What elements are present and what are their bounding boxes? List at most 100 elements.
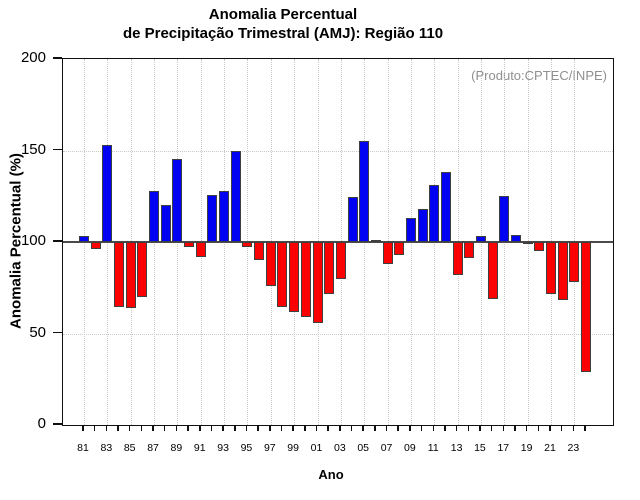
x-tick-05: [362, 425, 364, 431]
x-tick-09: [409, 425, 411, 431]
x-tick-03: [339, 425, 341, 431]
x-tick-92: [210, 425, 213, 431]
y-tick-label-0: 0: [37, 415, 46, 432]
chart-title-line2: de Precipitação Trimestral (AMJ): Região…: [122, 25, 444, 42]
x-tick-label-95: 95: [240, 442, 253, 454]
x-tick-label-97: 97: [263, 442, 276, 454]
bar-22: [557, 242, 568, 300]
y-tick-200: [53, 57, 62, 59]
x-tick-00: [304, 425, 306, 431]
x-tick-label-17: 17: [497, 442, 510, 454]
x-tick-label-07: 07: [380, 442, 393, 454]
bar-86: [137, 242, 148, 297]
y-tick-label-150: 150: [20, 140, 46, 158]
bar-20: [534, 242, 545, 252]
chart-title: Anomalia Percentual de Precipitação Trim…: [0, 5, 566, 43]
x-tick-86: [140, 425, 143, 431]
bar-13: [452, 242, 463, 275]
x-tick-81: [82, 425, 84, 431]
x-tick-label-03: 03: [334, 442, 346, 454]
bar-16: [487, 242, 498, 299]
bar-19: [522, 242, 533, 244]
x-tick-88: [163, 425, 166, 431]
x-tick-95: [245, 425, 248, 431]
x-tick-84: [117, 425, 119, 431]
x-tick-15: [479, 425, 481, 431]
chart-title-line1: Anomalia Percentual: [208, 6, 358, 23]
bar-08: [394, 242, 405, 255]
x-tick-91: [199, 425, 201, 431]
x-tick-label-99: 99: [287, 442, 299, 454]
x-tick-99: [292, 425, 294, 431]
bar-88: [160, 205, 171, 242]
bar-24: [581, 242, 592, 372]
bar-15: [475, 235, 486, 242]
bar-97: [265, 242, 276, 286]
x-tick-21: [549, 425, 551, 431]
h-gridline-50: [63, 333, 613, 335]
x-tick-label-15: 15: [474, 442, 486, 454]
bar-01: [312, 242, 323, 323]
bar-82: [90, 242, 101, 250]
bar-85: [125, 242, 136, 308]
x-tick-label-19: 19: [520, 442, 533, 454]
bar-11: [429, 185, 440, 242]
x-tick-label-01: 01: [310, 442, 323, 454]
x-tick-87: [152, 425, 154, 431]
x-tick-02: [327, 425, 329, 431]
bar-87: [149, 190, 160, 242]
bar-90: [184, 242, 195, 247]
y-tick-label-50: 50: [29, 323, 46, 341]
x-tick-93: [222, 425, 224, 431]
bar-09: [405, 218, 416, 242]
bar-96: [254, 242, 265, 261]
h-gridline-150: [63, 150, 613, 152]
x-tick-06: [374, 425, 376, 431]
x-tick-label-81: 81: [77, 442, 89, 454]
x-tick-16: [490, 425, 493, 431]
y-tick-150: [53, 148, 62, 151]
x-tick-label-83: 83: [100, 442, 113, 454]
x-tick-04: [350, 425, 353, 431]
x-tick-98: [280, 425, 283, 431]
bar-12: [440, 171, 451, 242]
x-tick-10: [420, 425, 423, 431]
x-tick-label-85: 85: [123, 442, 136, 454]
x-tick-19: [525, 425, 528, 431]
bar-21: [546, 242, 556, 295]
y-tick-label-200: 200: [20, 49, 46, 66]
bar-95: [242, 242, 253, 248]
x-tick-label-91: 91: [193, 442, 206, 454]
x-tick-08: [397, 425, 399, 431]
bar-06: [370, 240, 381, 243]
bar-07: [382, 242, 393, 264]
x-tick-label-89: 89: [170, 442, 183, 454]
y-tick-0: [53, 423, 62, 425]
bar-18: [510, 234, 521, 242]
bar-99: [289, 242, 300, 312]
x-axis-label: Ano: [318, 467, 344, 482]
x-tick-24: [584, 425, 586, 431]
x-tick-label-87: 87: [147, 442, 159, 454]
x-tick-label-11: 11: [427, 442, 439, 454]
x-tick-label-93: 93: [217, 442, 229, 454]
x-tick-94: [234, 425, 236, 431]
x-tick-18: [514, 425, 516, 431]
bar-03: [335, 242, 346, 279]
bar-14: [464, 242, 475, 259]
bar-89: [172, 158, 183, 242]
y-tick-50: [53, 331, 62, 334]
x-tick-90: [187, 425, 189, 431]
x-tick-97: [269, 425, 271, 431]
bar-93: [219, 190, 230, 242]
bar-05: [359, 141, 370, 242]
bar-02: [324, 242, 335, 295]
y-tick-label-100: 100: [20, 232, 46, 249]
x-tick-14: [467, 425, 470, 431]
x-tick-label-13: 13: [450, 442, 463, 454]
bar-98: [277, 242, 288, 307]
bar-81: [79, 235, 89, 242]
bar-84: [114, 242, 125, 307]
y-tick-100: [53, 240, 62, 242]
